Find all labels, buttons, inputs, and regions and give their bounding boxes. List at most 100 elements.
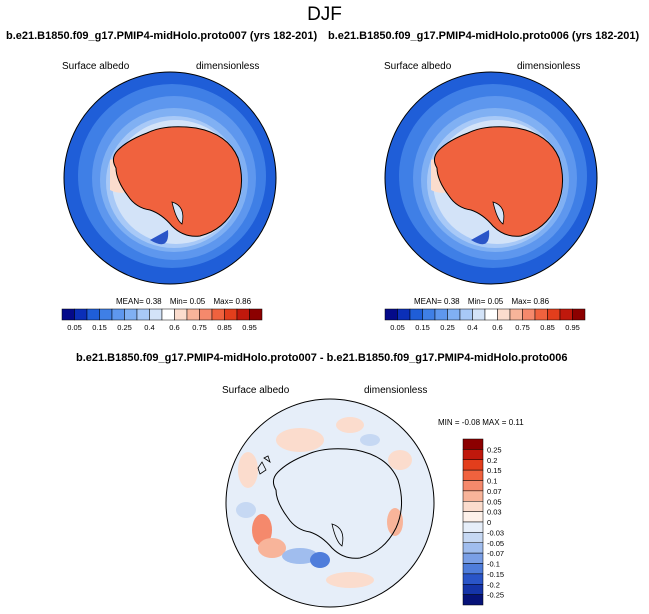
colorbar-3-swatch-6 xyxy=(462,501,484,512)
panel-1-antarctica xyxy=(112,126,242,237)
panel-2-stats: MEAN= 0.38 Min= 0.05 Max= 0.86 xyxy=(414,297,549,306)
panel-2-max-value: 0.86 xyxy=(533,297,550,306)
colorbar-2-swatch-12 xyxy=(534,308,548,321)
colorbar-1-tick-label: 0.75 xyxy=(192,323,207,332)
colorbar-1-swatch-14 xyxy=(236,308,250,321)
colorbar-3-swatch-0 xyxy=(462,438,484,450)
colorbar-3-swatch-5 xyxy=(462,490,484,502)
panel-2-units-label: dimensionless xyxy=(517,61,581,72)
colorbar-1-tick-label: 0.15 xyxy=(92,323,107,332)
difference-colorbar: 0.250.20.150.10.070.050.030-0.03-0.05-0.… xyxy=(462,438,504,606)
colorbar-2-tick-label: 0.85 xyxy=(540,323,555,332)
panel-1-min-value: 0.05 xyxy=(189,297,206,306)
colorbar-3-swatch-8 xyxy=(462,521,484,533)
colorbar-2-swatch-8 xyxy=(484,308,498,321)
season-title: DJF xyxy=(307,4,342,25)
colorbar-3-tick-label: -0.2 xyxy=(487,580,500,589)
panel-1-colorbar: 0.05 0.15 0.25 0.4 0.6 0.75 0.85 0.95 xyxy=(61,308,263,332)
difference-title: b.e21.B1850.f09_g17.PMIP4-midHolo.proto0… xyxy=(76,352,568,364)
colorbar-2-swatch-4 xyxy=(434,308,448,321)
colorbar-1-tick-label: 0.6 xyxy=(169,323,179,332)
colorbar-1-swatch-12 xyxy=(211,308,225,321)
panel-1-max-label: Max= xyxy=(213,297,234,306)
colorbar-2-swatch-15 xyxy=(572,308,586,321)
colorbar-2-swatch-11 xyxy=(522,308,536,321)
colorbar-3-tick-label: -0.25 xyxy=(487,591,504,600)
colorbar-3-swatch-10 xyxy=(462,542,484,554)
colorbar-3-swatch-15 xyxy=(462,594,484,606)
colorbar-1-swatch-11 xyxy=(199,308,213,321)
colorbar-1-swatch-3 xyxy=(99,308,113,321)
colorbar-2-swatch-5 xyxy=(447,308,461,321)
colorbar-2-tick-label: 0.25 xyxy=(440,323,455,332)
colorbar-3-tick-label: 0.2 xyxy=(487,456,497,465)
panel-1-variable-label: Surface albedo xyxy=(62,61,130,72)
colorbar-2-swatch-0 xyxy=(384,308,398,321)
colorbar-2-tick-label: 0.05 xyxy=(390,323,405,332)
colorbar-1-tick-label: 0.95 xyxy=(242,323,257,332)
panel-2-antarctica xyxy=(433,126,563,237)
colorbar-3-tick-label: 0.1 xyxy=(487,477,497,486)
panel-1-stats: MEAN= 0.38 Min= 0.05 Max= 0.86 xyxy=(116,297,251,306)
difference-stats: MIN = -0.08 MAX = 0.11 xyxy=(438,418,524,427)
panel-1-max-value: 0.86 xyxy=(235,297,252,306)
colorbar-3-tick-label: 0.05 xyxy=(487,497,502,506)
panel-2-mean-value: 0.38 xyxy=(444,297,460,306)
panel-1-mean-label: MEAN= xyxy=(116,297,144,306)
panel-2-max-label: Max= xyxy=(511,297,532,306)
colorbar-3-tick-label: -0.07 xyxy=(487,549,504,558)
colorbar-2-swatch-3 xyxy=(422,308,436,321)
colorbar-3-tick-label: -0.03 xyxy=(487,528,504,537)
panel-2-albedo-field xyxy=(385,72,597,284)
colorbar-1-swatch-15 xyxy=(249,308,263,321)
colorbar-2-swatch-14 xyxy=(559,308,573,321)
panel-2-mean-label: MEAN= xyxy=(414,297,442,306)
colorbar-2-swatch-10 xyxy=(509,308,523,321)
colorbar-1-swatch-4 xyxy=(111,308,125,321)
colorbar-3-tick-label: 0.15 xyxy=(487,466,502,475)
colorbar-2-swatch-13 xyxy=(547,308,561,321)
colorbar-1-swatch-5 xyxy=(124,308,138,321)
colorbar-3-swatch-7 xyxy=(462,511,484,523)
colorbar-3-tick-label: 0 xyxy=(487,518,491,527)
colorbar-3-tick-label: -0.1 xyxy=(487,560,500,569)
panel-1-albedo-field xyxy=(64,72,276,284)
colorbar-1-swatch-6 xyxy=(136,308,150,321)
colorbar-1-swatch-13 xyxy=(224,308,238,321)
colorbar-1-tick-label: 0.85 xyxy=(217,323,232,332)
difference-field xyxy=(226,399,434,607)
colorbar-1-swatch-1 xyxy=(74,308,88,321)
colorbar-3-swatch-2 xyxy=(462,459,484,471)
colorbar-2-tick-label: 0.75 xyxy=(515,323,530,332)
colorbar-1-swatch-10 xyxy=(186,308,200,321)
panel-1-min-label: Min= xyxy=(169,297,188,306)
colorbar-2-swatch-6 xyxy=(459,308,473,321)
panel-1-mean-value: 0.38 xyxy=(146,297,162,306)
colorbar-1-tick-label: 0.4 xyxy=(144,323,154,332)
colorbar-2-swatch-1 xyxy=(397,308,411,321)
colorbar-3-swatch-4 xyxy=(462,480,484,492)
difference-antarctica xyxy=(272,448,402,559)
colorbar-1-swatch-9 xyxy=(174,308,188,321)
colorbar-1-swatch-0 xyxy=(61,308,75,321)
colorbar-2-tick-label: 0.15 xyxy=(415,323,430,332)
panel-2-case-title: b.e21.B1850.f09_g17.PMIP4-midHolo.proto0… xyxy=(328,30,640,42)
panel-2-variable-label: Surface albedo xyxy=(384,61,452,72)
colorbar-1-swatch-2 xyxy=(86,308,100,321)
panel-1-case-title: b.e21.B1850.f09_g17.PMIP4-midHolo.proto0… xyxy=(6,30,318,42)
colorbar-3-tick-label: -0.15 xyxy=(487,570,504,579)
colorbar-1-swatch-8 xyxy=(161,308,175,321)
colorbar-3-swatch-13 xyxy=(462,573,484,585)
difference-units-label: dimensionless xyxy=(364,385,428,396)
colorbar-2-tick-label: 0.95 xyxy=(565,323,580,332)
colorbar-1-tick-label: 0.25 xyxy=(117,323,132,332)
colorbar-1-tick-label: 0.05 xyxy=(67,323,82,332)
colorbar-1-swatch-7 xyxy=(149,308,163,321)
panel-2-colorbar: 0.05 0.15 0.25 0.4 0.6 0.75 0.85 0.95 xyxy=(384,308,586,332)
colorbar-2-tick-label: 0.6 xyxy=(492,323,502,332)
difference-variable-label: Surface albedo xyxy=(222,385,290,396)
panel-2-min-label: Min= xyxy=(467,297,486,306)
